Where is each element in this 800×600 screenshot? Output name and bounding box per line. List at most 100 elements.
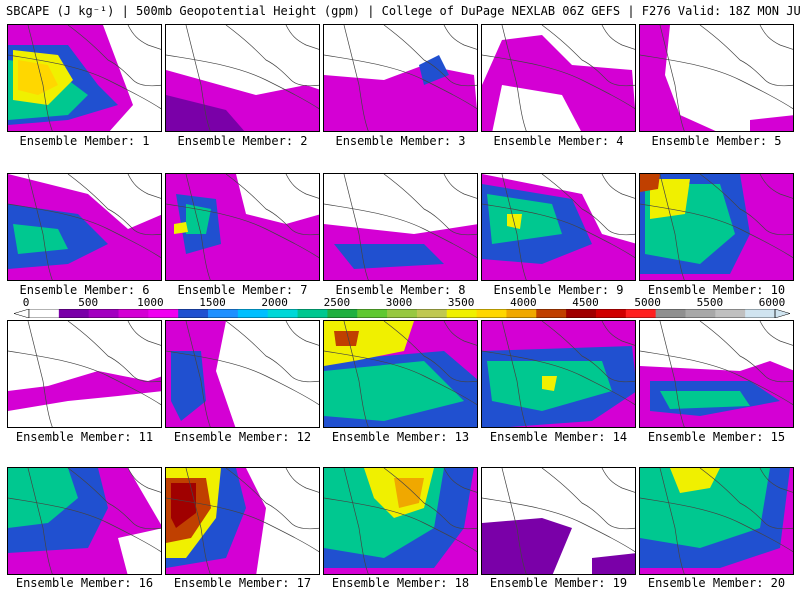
- map-boundary-line: [285, 468, 319, 493]
- panel-label-17: Ensemble Member: 17: [173, 576, 312, 590]
- cape-map-4: [482, 25, 635, 131]
- map-boundary-line: [383, 468, 477, 530]
- colorbar-tick-label: 1000: [137, 296, 164, 309]
- map-boundary-line: [501, 25, 527, 131]
- colorbar-segment: [237, 309, 269, 318]
- cape-region: [482, 518, 572, 574]
- map-boundary-line: [285, 321, 319, 346]
- map-boundary-line: [225, 468, 319, 530]
- panel-label-15: Ensemble Member: 15: [647, 430, 786, 444]
- map-boundary-line: [541, 174, 635, 236]
- colorbar-tick-label: 5000: [634, 296, 661, 309]
- colorbar-tick-label: 6000: [758, 296, 786, 309]
- cape-region: [166, 95, 245, 131]
- colorbar-segment: [625, 309, 657, 318]
- map-boundary-line: [185, 321, 211, 427]
- map-boundary-line: [541, 321, 635, 383]
- cape-region: [542, 376, 557, 391]
- panel-member-4: [481, 24, 636, 132]
- cape-region: [640, 468, 770, 548]
- cape-map-10: [640, 174, 793, 280]
- cape-region: [8, 391, 161, 427]
- map-boundary-line: [383, 321, 477, 383]
- map-boundary-line: [285, 174, 319, 199]
- colorbar-tick-label: 3500: [447, 296, 475, 309]
- map-boundary-line: [699, 174, 793, 236]
- colorbar-segment: [745, 309, 776, 318]
- map-boundary-line: [166, 497, 319, 553]
- panel-member-20: [639, 467, 794, 575]
- panel-label-9: Ensemble Member: 9: [493, 283, 624, 297]
- cape-map-12: [166, 321, 319, 427]
- cape-region: [174, 222, 188, 234]
- panel-member-8: [323, 173, 478, 281]
- map-boundary-line: [324, 203, 477, 259]
- sbcape-colorbar: [14, 309, 790, 318]
- cape-region: [592, 553, 635, 574]
- cape-region: [394, 478, 424, 508]
- panel-label-14: Ensemble Member: 14: [489, 430, 628, 444]
- panel-member-12: [165, 320, 320, 428]
- colorbar-tick-label: 4000: [510, 296, 537, 309]
- colorbar-segment: [387, 309, 418, 318]
- panel-label-8: Ensemble Member: 8: [335, 283, 466, 297]
- map-boundary-line: [443, 321, 477, 346]
- panel-label-7: Ensemble Member: 7: [177, 283, 308, 297]
- cape-region: [640, 174, 660, 192]
- cape-region: [419, 55, 449, 85]
- map-boundary-line: [166, 54, 319, 110]
- colorbar-segment: [88, 309, 120, 318]
- map-boundary-line: [166, 203, 319, 259]
- colorbar-segment: [148, 309, 179, 318]
- map-boundary-line: [482, 54, 635, 110]
- map-boundary-line: [601, 468, 635, 493]
- cape-map-13: [324, 321, 477, 427]
- colorbar-segment: [536, 309, 567, 318]
- cape-map-5: [640, 25, 793, 131]
- cape-region: [670, 468, 720, 493]
- map-boundary-line: [699, 468, 793, 530]
- colorbar-segment: [178, 309, 209, 318]
- colorbar-segment: [476, 309, 507, 318]
- colorbar-segment: [446, 309, 478, 318]
- panel-label-18: Ensemble Member: 18: [331, 576, 470, 590]
- cape-map-20: [640, 468, 793, 574]
- panel-member-3: [323, 24, 478, 132]
- map-boundary-line: [759, 174, 793, 199]
- panel-label-5: Ensemble Member: 5: [651, 134, 782, 148]
- map-boundary-line: [127, 321, 161, 346]
- cape-region: [118, 528, 161, 574]
- cape-region: [186, 204, 211, 234]
- panel-label-19: Ensemble Member: 19: [489, 576, 628, 590]
- map-boundary-line: [27, 174, 53, 280]
- cape-map-17: [166, 468, 319, 574]
- cape-region: [660, 391, 750, 409]
- panel-label-16: Ensemble Member: 16: [15, 576, 154, 590]
- panel-member-9: [481, 173, 636, 281]
- panel-label-12: Ensemble Member: 12: [173, 430, 312, 444]
- colorbar-tick-label: 2000: [261, 296, 288, 309]
- map-boundary-line: [343, 174, 369, 280]
- map-boundary-line: [67, 321, 161, 383]
- panel-label-13: Ensemble Member: 13: [331, 430, 470, 444]
- cape-region: [324, 65, 477, 131]
- map-boundary-line: [501, 174, 527, 280]
- panel-label-10: Ensemble Member: 10: [647, 283, 786, 297]
- map-boundary-line: [640, 497, 793, 553]
- cape-map-15: [640, 321, 793, 427]
- cape-map-2: [166, 25, 319, 131]
- map-boundary-line: [343, 25, 369, 131]
- map-boundary-line: [659, 468, 685, 574]
- panel-label-4: Ensemble Member: 4: [493, 134, 624, 148]
- cape-region: [18, 60, 58, 95]
- cape-region: [13, 224, 68, 254]
- map-boundary-line: [601, 321, 635, 346]
- panel-label-1: Ensemble Member: 1: [19, 134, 150, 148]
- map-boundary-line: [659, 174, 685, 280]
- colorbar-segment: [267, 309, 299, 318]
- map-boundary-line: [127, 174, 161, 199]
- panel-member-15: [639, 320, 794, 428]
- map-boundary-line: [27, 25, 53, 131]
- map-boundary-line: [185, 174, 211, 280]
